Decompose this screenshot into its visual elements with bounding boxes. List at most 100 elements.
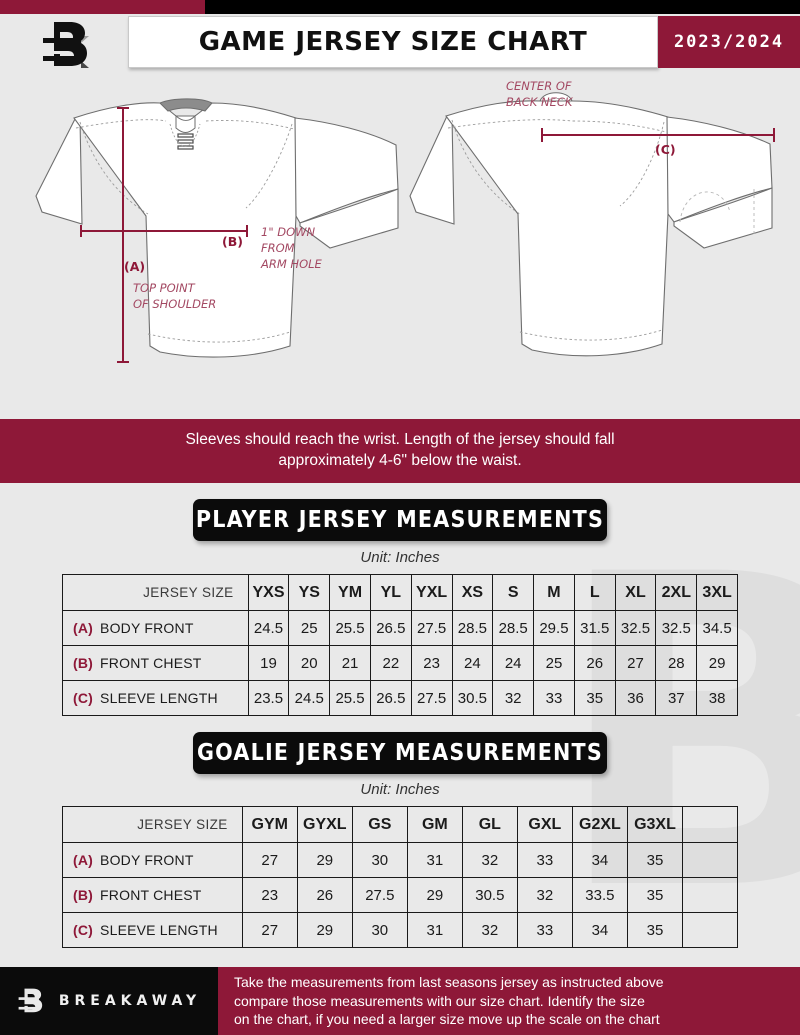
- measurement-cell: 28.5: [492, 610, 535, 646]
- table-header-row: JERSEY SIZE GYM GYXL GS GM GL GXL G2XL G3XL: [62, 806, 738, 843]
- size-column-header-YM: YM: [329, 574, 371, 611]
- table-header-row: JERSEY SIZE YXS YS YM YL YXL XS S M L XL 2XL 3XL: [62, 574, 738, 611]
- measurement-cell: 26: [573, 645, 616, 681]
- measurement-cell: 32.5: [655, 610, 698, 646]
- label-a-note-1: TOP POINT: [133, 281, 196, 295]
- measurement-cell: 35: [626, 912, 684, 948]
- player-section-heading: PLAYER JERSEY MEASUREMENTS: [193, 499, 607, 541]
- measurement-cell: 36: [614, 680, 657, 716]
- measurement-cell: [682, 912, 738, 948]
- size-column-header-M: M: [533, 574, 575, 611]
- fit-note-banner: Sleeves should reach the wrist. Length o…: [0, 419, 800, 483]
- measurement-tag: (C): [73, 922, 94, 938]
- measurement-cell: 34: [571, 912, 628, 948]
- player-table-body: JERSEY SIZE YXS YS YM YL YXL XS S M L XL 2XL 3XL (A) B…: [62, 574, 738, 716]
- size-column-header-GYXL: GYXL: [296, 806, 353, 843]
- size-column-header-empty: [682, 806, 738, 843]
- measurement-cell: 35: [626, 877, 684, 913]
- measurement-cell: 33: [516, 912, 573, 948]
- label-b-note-3: ARM HOLE: [260, 257, 323, 271]
- footer-line-1: Take the measurements from last seasons …: [234, 974, 664, 991]
- size-column-header-YXL: YXL: [410, 574, 453, 611]
- breakaway-b-logo-icon: [18, 988, 42, 1013]
- measurement-cell: 32: [461, 842, 518, 878]
- measurement-row-label: (C) SLEEVE LENGTH: [62, 912, 243, 948]
- goalie-measurements-table: JERSEY SIZE GYM GYXL GS GM GL GXL G2XL G3XL (A) BO…: [62, 806, 738, 948]
- size-column-header-GXL: GXL: [516, 806, 573, 843]
- measurement-cell: 34: [571, 842, 628, 878]
- measurement-cell: 31: [406, 912, 463, 948]
- table-row: (C) SLEEVE LENGTH 23.5 24.5 25.5 26.5 27.5 30.5…: [62, 680, 738, 716]
- measurement-tag: (A): [73, 620, 94, 636]
- size-column-header-3XL: 3XL: [696, 574, 738, 611]
- row-header-label: JERSEY SIZE: [62, 574, 249, 611]
- measurement-row-label: (C) SLEEVE LENGTH: [62, 680, 249, 716]
- season-year-badge: 2023/2024: [658, 16, 800, 68]
- fit-note-line-2: approximately 4-6" below the waist.: [278, 452, 522, 469]
- jersey-back-view: [409, 92, 775, 357]
- measurement-cell: 25.5: [329, 610, 371, 646]
- measurement-cell: 30.5: [451, 680, 494, 716]
- size-column-header-YS: YS: [288, 574, 331, 611]
- goalie-unit-label: Unit: Inches: [360, 781, 440, 798]
- size-column-header-GM: GM: [406, 806, 463, 843]
- measurement-row-label: (A) BODY FRONT: [62, 610, 249, 646]
- measure-line-c: [541, 128, 775, 142]
- measurement-cell: 27.5: [410, 680, 453, 716]
- measurement-cell: 38: [696, 680, 738, 716]
- page-title: GAME JERSEY SIZE CHART: [198, 27, 588, 57]
- table-row: (B) FRONT CHEST 23 26 27.5 29 30.5 32 33.5 35: [62, 877, 738, 913]
- table-row: (A) BODY FRONT 27 29 30 31 32 33 34 35: [62, 842, 738, 878]
- measurement-cell: 29: [406, 877, 463, 913]
- measurement-cell: 27.5: [410, 610, 453, 646]
- measure-line-b: [80, 225, 248, 237]
- table-row: (A) BODY FRONT 24.5 25 25.5 26.5 27.5 28.5 28.5 2…: [62, 610, 738, 646]
- page-header: GAME JERSEY SIZE CHART 2023/2024: [0, 14, 800, 76]
- measurement-tag: (C): [73, 690, 94, 706]
- measurement-cell: 26: [296, 877, 353, 913]
- measurement-cell: 23: [241, 877, 298, 913]
- measurement-cell: 29: [296, 842, 353, 878]
- measurement-cell: 30.5: [461, 877, 518, 913]
- measurement-cell: 27: [614, 645, 657, 681]
- measurement-cell: 33: [516, 842, 573, 878]
- goalie-measurements-table-wrap: JERSEY SIZE GYM GYXL GS GM GL GXL G2XL G3XL (A) BO…: [62, 806, 738, 948]
- player-section-heading-label: PLAYER JERSEY MEASUREMENTS: [195, 507, 605, 533]
- season-year-label: 2023/2024: [673, 32, 785, 52]
- size-column-header-G3XL: G3XL: [626, 806, 684, 843]
- goalie-section-heading-label: GOALIE JERSEY MEASUREMENTS: [197, 740, 603, 766]
- top-strip-maroon: [0, 0, 205, 14]
- measurement-row-label: (A) BODY FRONT: [62, 842, 243, 878]
- measurement-cell: 20: [288, 645, 331, 681]
- measurement-cell: 29.5: [533, 610, 575, 646]
- measurement-tag: (B): [73, 655, 94, 671]
- footer-line-3: on the chart, if you need a larger size …: [234, 1011, 660, 1028]
- label-b-note-2: FROM: [261, 241, 295, 255]
- table-row: (B) FRONT CHEST 19 20 21 22 23 24 24 25 26 27 28 29: [62, 645, 738, 681]
- size-column-header-2XL: 2XL: [655, 574, 698, 611]
- measurement-cell: 27: [241, 912, 298, 948]
- measurement-cell: 33.5: [571, 877, 628, 913]
- size-column-header-G2XL: G2XL: [571, 806, 628, 843]
- jersey-illustration: (B) (A) TOP POINT OF SHOULDER 1" DOWN FR…: [0, 76, 800, 416]
- label-c: (C): [655, 142, 676, 157]
- measurement-cell: 33: [533, 680, 575, 716]
- label-a-note-2: OF SHOULDER: [133, 297, 216, 311]
- goalie-table-body: JERSEY SIZE GYM GYXL GS GM GL GXL G2XL G3XL (A) BO…: [62, 806, 738, 948]
- size-column-header-YXS: YXS: [247, 574, 290, 611]
- measurement-cell: 37: [655, 680, 698, 716]
- size-column-header-GYM: GYM: [241, 806, 298, 843]
- measurement-cell: 21: [329, 645, 371, 681]
- player-measurements-table-wrap: JERSEY SIZE YXS YS YM YL YXL XS S M L XL 2XL 3XL (A) B…: [62, 574, 738, 716]
- measurement-cell: 30: [351, 912, 408, 948]
- measurement-cell: 35: [573, 680, 616, 716]
- measurement-cell: 24.5: [288, 680, 331, 716]
- size-column-header-GL: GL: [461, 806, 518, 843]
- label-c-note-2: BACK NECK: [506, 95, 574, 109]
- measurement-cell: 29: [296, 912, 353, 948]
- measurement-cell: 32: [461, 912, 518, 948]
- measurement-cell: 32: [516, 877, 573, 913]
- page-title-box: GAME JERSEY SIZE CHART: [128, 16, 658, 68]
- size-column-header-YL: YL: [369, 574, 412, 611]
- measurement-cell: 27.5: [351, 877, 408, 913]
